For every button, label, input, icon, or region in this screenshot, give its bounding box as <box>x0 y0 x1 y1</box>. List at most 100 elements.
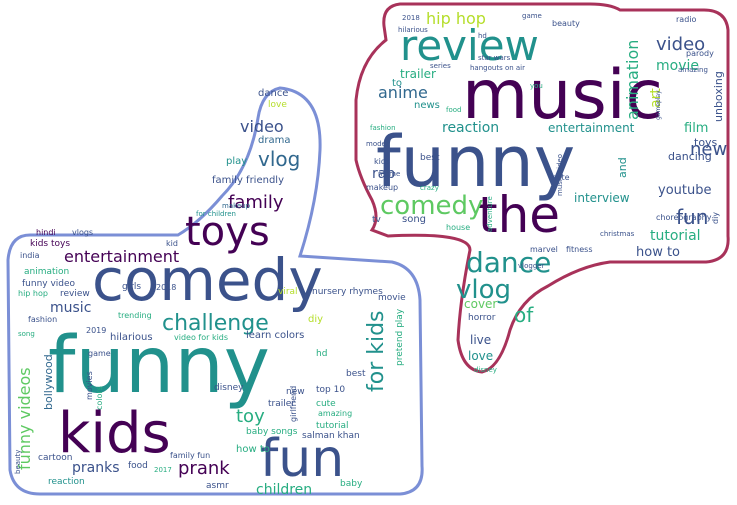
cloud-word: dance <box>258 88 288 99</box>
cloud-word: model <box>366 140 388 148</box>
cloud-word: parody <box>686 49 714 58</box>
cloud-word: diy <box>308 314 323 325</box>
cloud-word: animation <box>623 40 642 120</box>
cloud-word: fun <box>260 429 344 489</box>
cloud-word: beauty <box>14 450 22 474</box>
cloud-word: vlogs <box>72 228 93 237</box>
cloud-word: funny video <box>22 279 76 289</box>
cloud-word: funny <box>376 121 575 203</box>
cloud-word: live <box>470 333 491 347</box>
cloud-word: bollywood <box>42 354 55 410</box>
cloud-word: disney <box>214 383 244 393</box>
cloud-word: toy <box>236 406 265 427</box>
cloud-word: toys <box>694 136 718 149</box>
cloud-word: music <box>50 300 91 316</box>
cloud-word: movies <box>85 371 94 400</box>
cloud-word: animation <box>24 267 69 277</box>
cloud-word: film <box>684 121 708 136</box>
cloud-word: horror <box>468 313 496 323</box>
cloud-word: marvel <box>530 245 558 254</box>
thumbs-down-icon <box>354 2 730 374</box>
cloud-word: hd <box>316 349 327 359</box>
cloud-word: makeup <box>366 183 398 192</box>
cloud-word: movie <box>378 293 406 303</box>
cloud-word: vlogger <box>518 262 545 270</box>
cloud-word: food <box>128 461 148 471</box>
cloud-word: art <box>648 88 664 108</box>
cloud-word: amazing <box>678 66 708 74</box>
cloud-word: diy <box>711 212 720 224</box>
cloud-word: vlog <box>258 147 300 171</box>
cloud-word: 2018 <box>402 14 420 22</box>
cloud-word: fashion <box>28 315 57 324</box>
cloud-word: to <box>392 78 402 89</box>
cloud-word: 2018 <box>156 283 176 292</box>
cloud-word: kids <box>58 401 171 466</box>
cloud-word: 2019 <box>86 326 106 335</box>
cloud-word: beauty <box>552 19 580 28</box>
cloud-word: rap <box>372 166 395 182</box>
cloud-word: vlog <box>456 275 511 305</box>
cloud-word: anime <box>378 83 428 102</box>
cloud-word: game <box>88 349 111 358</box>
cloud-word: tutorial <box>650 228 701 244</box>
cloud-word: reaction <box>48 477 85 487</box>
cloud-word: cute <box>552 173 570 182</box>
cloud-word: the <box>478 186 560 244</box>
cloud-word: song <box>402 214 426 225</box>
cloud-word: hindi <box>36 228 56 237</box>
cloud-word: hilarious <box>398 26 428 34</box>
cloud-word: review <box>60 289 90 299</box>
cloud-word: interview <box>574 191 630 205</box>
cloud-word: dance <box>466 246 551 279</box>
cloud-word: amazing <box>318 409 352 418</box>
cloud-word: prank <box>178 458 230 479</box>
cloud-word: fun <box>676 205 708 229</box>
cloud-word: best <box>346 369 366 379</box>
cloud-word: how to <box>636 245 680 260</box>
cloud-word: trailer <box>268 399 295 409</box>
cloud-word: family friendly <box>212 175 284 186</box>
cloud-word: pranks <box>72 460 120 476</box>
cloud-word: best <box>420 153 440 163</box>
cloud-word: dancing <box>668 150 712 163</box>
cloud-word: meme <box>378 170 400 178</box>
cloud-word: asmr <box>206 481 229 491</box>
cloud-word: funny <box>48 321 270 411</box>
cloud-word: family <box>228 192 284 213</box>
cloud-word: makeup <box>222 202 251 210</box>
cloud-word: choreography <box>656 213 712 222</box>
cloud-word: series <box>430 62 451 70</box>
cloud-word: how to <box>236 444 270 455</box>
cloud-word: hd <box>478 32 487 40</box>
cloud-word: music <box>462 56 663 135</box>
cloud-word: drama <box>258 135 290 146</box>
cloud-word: tutorial <box>316 421 348 431</box>
cloud-word: cartoon <box>38 453 72 463</box>
cloud-word: love <box>268 100 287 110</box>
cloud-word: comedy <box>380 191 483 221</box>
cloud-word: hip hop <box>426 9 486 28</box>
cloud-word: radio <box>676 15 696 24</box>
cloud-word: viral <box>278 287 298 297</box>
cloud-word: tv <box>372 215 382 225</box>
cloud-word: challenge <box>162 311 269 336</box>
cloud-word: learn colors <box>246 330 304 341</box>
cloud-word: toys <box>185 209 270 255</box>
cloud-word: adventure <box>486 196 494 232</box>
cloud-word: new <box>690 139 727 160</box>
cloud-word: trending <box>118 311 152 320</box>
cloud-word: cover <box>464 297 497 311</box>
cloud-word: pretend play <box>395 308 405 366</box>
cloud-word: song <box>18 330 35 338</box>
cloud-word: baby <box>340 479 363 489</box>
cloud-word: hip hop <box>18 289 48 298</box>
cloud-word: hangouts on air <box>470 64 525 72</box>
cloud-word: love <box>468 349 493 363</box>
cloud-word: star wars <box>478 54 511 62</box>
cloud-word: fashion <box>370 124 396 132</box>
cloud-word: review <box>400 21 539 70</box>
thumbs-up-icon <box>6 86 424 496</box>
cloud-word: funny videos <box>15 367 34 470</box>
